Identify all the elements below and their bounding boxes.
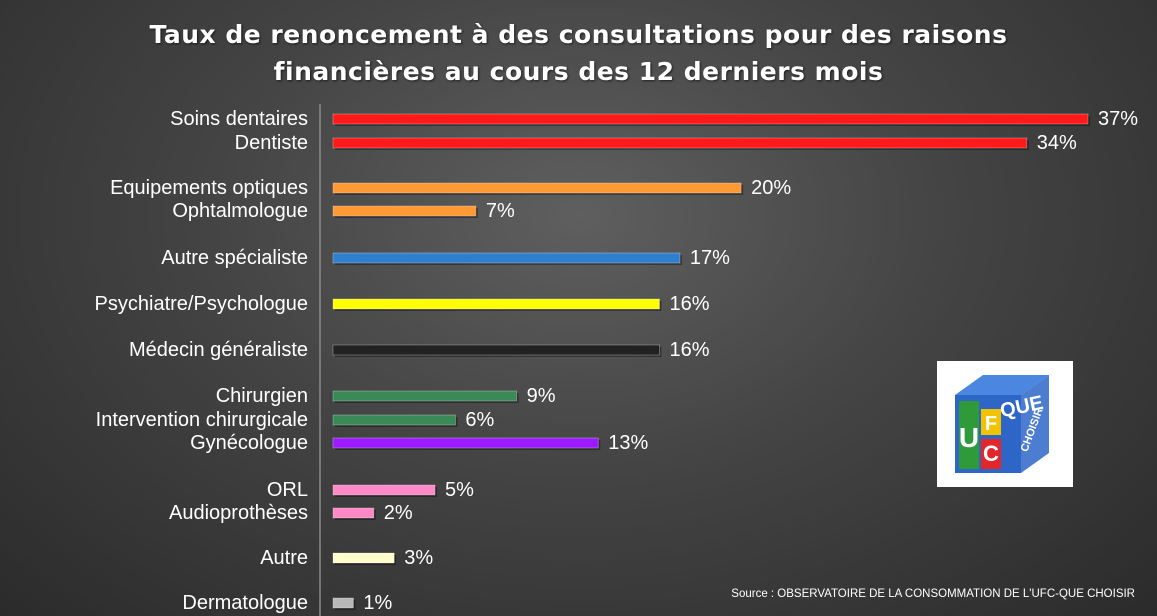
category-label: Psychiatre/Psychologue xyxy=(95,293,308,315)
category-label: Dentiste xyxy=(235,132,308,154)
chart-title-line-1: Taux de renoncement à des consultations … xyxy=(149,20,1008,49)
value-label: 16% xyxy=(669,339,709,361)
value-label: 17% xyxy=(690,247,730,269)
category-label: Chirurgien xyxy=(216,385,308,407)
value-label: 16% xyxy=(669,293,709,315)
bar xyxy=(332,484,436,496)
bar xyxy=(332,182,742,194)
category-label: Audioprothèses xyxy=(169,502,308,524)
ufc-que-choisir-logo: U F C QUE CHOISIR xyxy=(937,361,1073,487)
value-label: 2% xyxy=(384,502,413,524)
svg-text:C: C xyxy=(983,441,999,466)
bar xyxy=(332,390,518,402)
value-label: 9% xyxy=(527,385,556,407)
category-label: Médecin généraliste xyxy=(129,339,308,361)
bar xyxy=(332,437,599,449)
value-label: 5% xyxy=(445,479,474,501)
chart-title: Taux de renoncement à des consultations … xyxy=(0,16,1157,90)
bar xyxy=(332,113,1089,125)
source-note: Source : OBSERVATOIRE DE LA CONSOMMATION… xyxy=(731,588,1135,600)
category-label: Autre spécialiste xyxy=(161,247,308,269)
bar xyxy=(332,205,477,217)
ufc-que-choisir-logo-icon: U F C QUE CHOISIR xyxy=(955,375,1049,473)
value-label: 7% xyxy=(486,200,515,222)
bar xyxy=(332,552,395,564)
value-label: 13% xyxy=(608,432,648,454)
chart-title-line-2: financières au cours des 12 derniers moi… xyxy=(273,57,884,86)
value-label: 20% xyxy=(751,177,791,199)
bar xyxy=(332,137,1028,149)
value-label: 6% xyxy=(465,409,494,431)
category-label: Ophtalmologue xyxy=(172,200,308,222)
category-label: Intervention chirurgicale xyxy=(96,409,308,431)
category-label: Equipements optiques xyxy=(110,177,308,199)
svg-text:F: F xyxy=(985,413,997,435)
category-label: ORL xyxy=(267,479,308,501)
bar xyxy=(332,298,660,310)
value-label: 1% xyxy=(363,592,392,614)
category-label: Autre xyxy=(260,547,308,569)
value-label: 34% xyxy=(1037,132,1077,154)
bar xyxy=(332,344,660,356)
bar xyxy=(332,252,681,264)
category-label: Dermatologue xyxy=(182,592,308,614)
bar xyxy=(332,414,456,426)
category-label: Soins dentaires xyxy=(170,108,308,130)
svg-text:U: U xyxy=(959,422,979,453)
bar xyxy=(332,507,375,519)
category-label: Gynécologue xyxy=(190,432,308,454)
bar xyxy=(332,597,354,609)
bars-group: Soins dentaires 37% Dentiste 34% Equipements… xyxy=(95,108,1139,614)
value-label: 37% xyxy=(1098,108,1138,130)
value-label: 3% xyxy=(404,547,433,569)
